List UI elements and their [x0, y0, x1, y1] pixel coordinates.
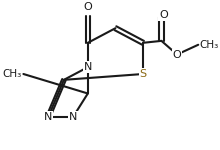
Text: O: O: [173, 50, 182, 60]
Text: N: N: [84, 62, 92, 72]
Text: O: O: [83, 2, 92, 12]
Text: CH₃: CH₃: [199, 40, 218, 50]
Text: O: O: [159, 10, 168, 20]
Text: CH₃: CH₃: [2, 69, 22, 79]
Text: S: S: [139, 69, 147, 79]
Text: N: N: [69, 112, 77, 122]
Text: N: N: [44, 112, 52, 122]
